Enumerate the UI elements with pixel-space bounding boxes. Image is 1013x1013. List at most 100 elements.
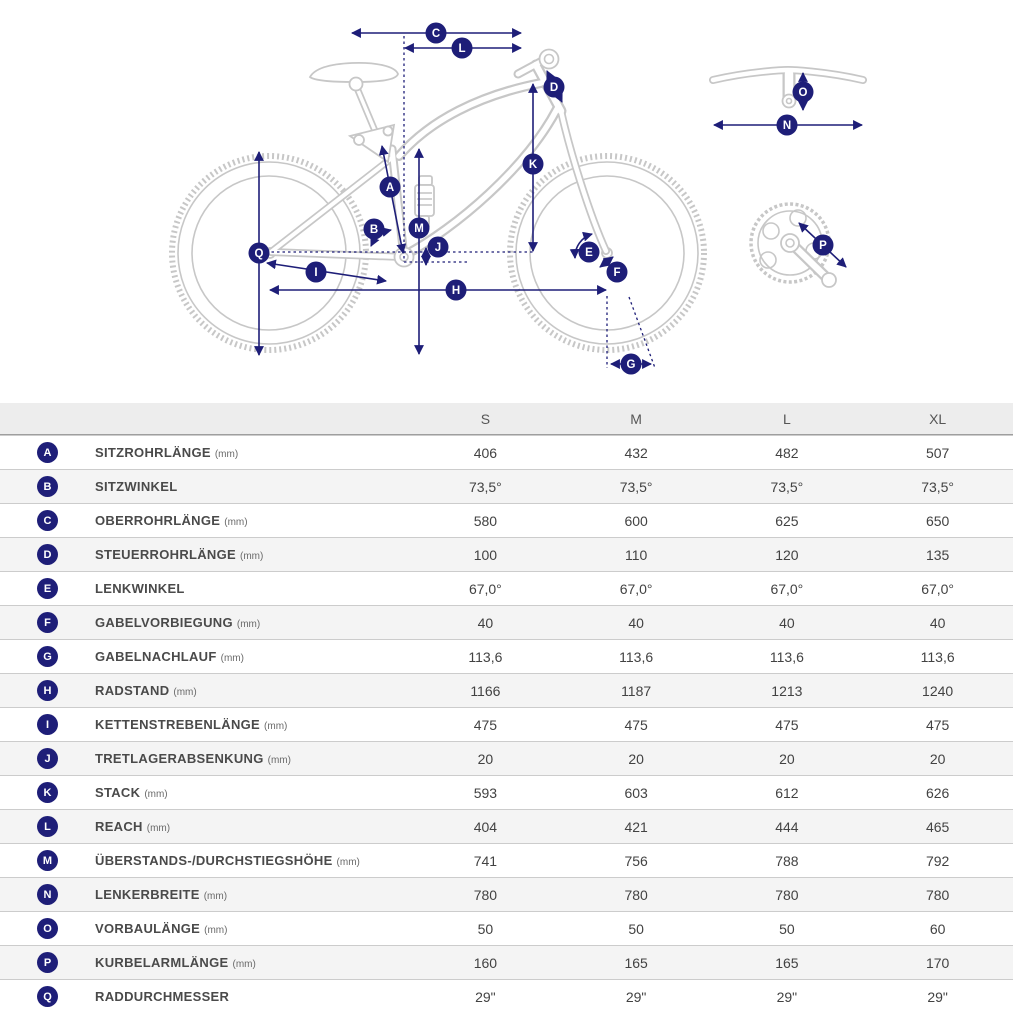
row-value-s: 475 [473,716,498,733]
row-value-xl: 465 [925,818,950,835]
row-label: RADDURCHMESSER [95,988,230,1004]
row-unit: (mm) [203,890,228,902]
row-label: KURBELARMLÄNGE [95,954,229,970]
marker-letter-C: C [432,28,440,40]
row-marker-badge: C [37,510,58,531]
row-value-xl: 507 [925,444,950,461]
row-unit: (mm) [220,652,244,664]
marker-badge-N [776,114,798,136]
row-marker-badge: A [37,442,58,463]
row-value-m: 40 [628,614,644,631]
row-value-l: 788 [775,852,799,869]
marker-letter-K: K [529,159,538,171]
arrow-E-head-angle [569,231,593,259]
row-unit: (mm) [204,924,228,936]
row-unit: (mm) [336,856,360,868]
row-value-l: 165 [775,954,799,971]
marker-badge-M [408,217,430,239]
marker-badge-L [451,37,473,59]
table-row: A SITZROHRLÄNGE (mm) 406 432 482 507 [0,435,1013,469]
table-row: B SITZWINKEL 73,5° 73,5° 73,5° 73,5° [0,469,1013,503]
row-marker-badge: M [37,850,58,871]
table-row: L REACH (mm) 404 421 444 465 [0,809,1013,843]
marker-badge-D [543,76,565,98]
row-value-s: 780 [473,886,498,903]
row-unit: (mm) [144,788,168,800]
row-label: STEUERROHRLÄNGE [95,546,237,562]
row-value-l: 20 [779,750,795,767]
saddle [308,61,399,83]
marker-letter-G: G [627,359,636,371]
row-label: TRETLAGERABSENKUNG [95,750,264,766]
row-value-s: 741 [473,852,498,869]
row-marker-badge: L [37,816,58,837]
row-value-xl: 29" [927,988,948,1005]
marker-letter-D: D [550,82,558,94]
row-value-l: 625 [775,512,799,529]
marker-badge-C [425,22,447,44]
row-value-m: 20 [628,750,644,767]
row-value-s: 50 [477,920,494,937]
row-value-l: 482 [775,444,799,461]
table-row: M ÜBERSTANDS-/DURCHSTIEGSHÖHE (mm) 741 75… [0,843,1013,877]
size-column-header-m: M [630,410,642,427]
marker-badge-G [620,353,642,375]
marker-letter-J: J [435,242,441,254]
row-value-l: 113,6 [769,648,804,665]
row-marker-badge: K [37,782,58,803]
row-label: REACH [95,818,143,834]
table-row: H RADSTAND (mm) 1166 1187 1213 1240 [0,673,1013,707]
marker-badge-B [363,218,385,240]
row-value-m: 67,0° [619,580,653,597]
row-value-xl: 20 [929,750,946,767]
row-value-xl: 135 [925,546,950,563]
arrow-F-fork-offset [599,256,614,268]
row-unit: (mm) [232,958,256,970]
row-value-s: 67,0° [468,580,502,597]
row-value-m: 73,5° [619,478,653,495]
row-marker-badge: J [37,748,58,769]
marker-badge-O [792,81,814,103]
marker-badge-E [578,241,600,263]
row-value-m: 110 [624,546,648,563]
row-value-s: 580 [473,512,498,529]
row-value-l: 50 [779,920,795,937]
row-value-s: 406 [473,444,498,461]
marker-badge-P [812,234,834,256]
table-row: Q RADDURCHMESSER 29" 29" 29" 29" [0,979,1013,1013]
row-label: LENKERBREITE [95,886,200,902]
row-value-l: 780 [775,886,799,903]
row-value-l: 29" [776,988,798,1005]
marker-badge-Q [248,242,270,264]
row-value-l: 444 [775,818,799,835]
table-row: G GABELNACHLAUF (mm) 113,6 113,6 113,6 11… [0,639,1013,673]
marker-badge-F [606,261,628,283]
row-label: SITZWINKEL [95,478,178,494]
size-column-header-l: L [782,410,791,427]
row-label: GABELNACHLAUF [95,648,217,664]
pedal-eye [821,272,837,288]
row-value-s: 593 [473,784,498,801]
row-value-m: 421 [624,818,648,835]
row-marker-badge: B [37,476,58,497]
marker-letter-O: O [799,87,808,99]
row-unit: (mm) [267,754,291,766]
marker-letter-F: F [613,267,620,279]
row-label: KETTENSTREBENLÄNGE [95,716,261,732]
row-value-s: 404 [473,818,498,835]
row-marker-badge: F [37,612,58,633]
row-value-xl: 113,6 [920,648,955,665]
arrow-A-seat-tube [378,145,407,254]
row-value-m: 50 [628,920,644,937]
row-label: LENKWINKEL [95,580,185,596]
row-value-l: 612 [775,784,799,801]
rocker-pivot [353,134,365,146]
row-value-s: 160 [473,954,498,971]
table-row: I KETTENSTREBENLÄNGE (mm) 475 475 475 475 [0,707,1013,741]
row-label: STACK [95,784,141,800]
row-unit: (mm) [173,686,197,698]
table-row: K STACK (mm) 593 603 612 626 [0,775,1013,809]
table-row: F GABELVORBIEGUNG (mm) 40 40 40 40 [0,605,1013,639]
row-value-l: 40 [779,614,795,631]
row-value-xl: 626 [925,784,950,801]
